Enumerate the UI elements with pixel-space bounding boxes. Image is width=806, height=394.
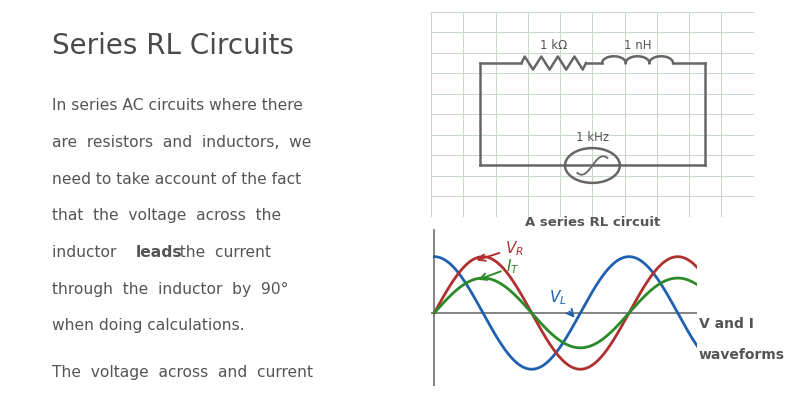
Text: leads: leads: [136, 245, 182, 260]
Text: 1 kHz: 1 kHz: [575, 131, 609, 144]
Text: $V_L$: $V_L$: [549, 288, 573, 316]
Text: V and I: V and I: [699, 317, 754, 331]
Text: 1 kΩ: 1 kΩ: [540, 39, 567, 52]
Text: Series RL Circuits: Series RL Circuits: [52, 32, 293, 59]
Text: In series AC circuits where there: In series AC circuits where there: [52, 98, 302, 113]
Text: that  the  voltage  across  the: that the voltage across the: [52, 208, 280, 223]
Text: are  resistors  and  inductors,  we: are resistors and inductors, we: [52, 135, 311, 150]
Text: inductor: inductor: [52, 245, 126, 260]
Text: waveforms: waveforms: [699, 348, 785, 362]
Text: $V_R$: $V_R$: [479, 239, 524, 261]
Text: The  voltage  across  and  current: The voltage across and current: [52, 365, 313, 380]
Text: A series RL circuit: A series RL circuit: [525, 216, 660, 229]
Text: $I_T$: $I_T$: [480, 257, 520, 280]
Text: need to take account of the fact: need to take account of the fact: [52, 172, 301, 187]
Text: through  the  inductor  by  90°: through the inductor by 90°: [52, 282, 289, 297]
Text: 1 nH: 1 nH: [624, 39, 651, 52]
Text: when doing calculations.: when doing calculations.: [52, 318, 244, 333]
Text: the  current: the current: [170, 245, 272, 260]
